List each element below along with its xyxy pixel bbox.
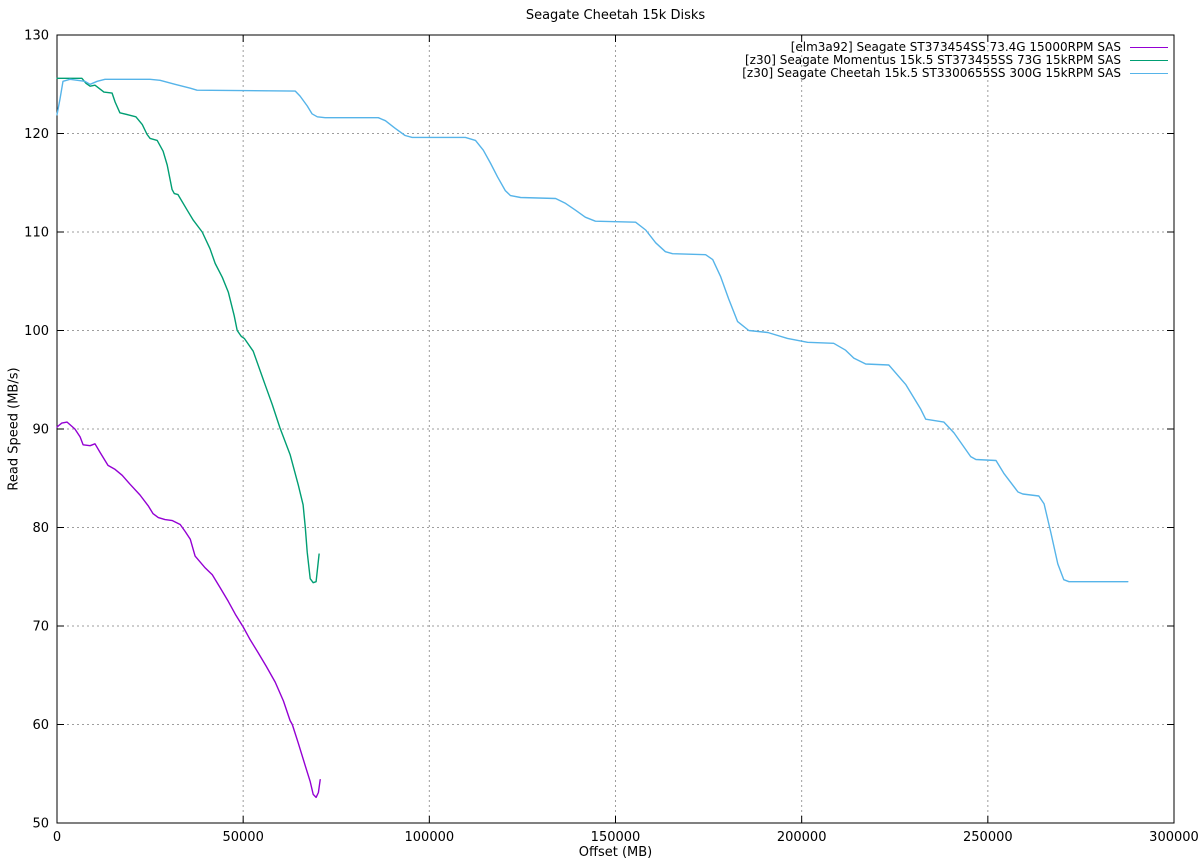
series-line-2 [56,77,320,584]
y-tick-label: 70 [32,620,49,635]
legend-entry-3: [z30] Seagate Cheetah 15k.5 ST3300655SS … [742,67,1168,80]
series-line-1 [56,421,321,799]
y-tick-label: 50 [32,817,49,832]
legend-line-swatch [1130,47,1168,48]
legend-entry-1: [elm3a92] Seagate ST373454SS 73.4G 15000… [742,41,1168,54]
legend-entry-2: [z30] Seagate Momentus 15k.5 ST373455SS … [742,54,1168,67]
y-axis-title: Read Speed (MB/s) [6,367,22,491]
x-tick-label: 200000 [777,830,827,845]
legend: [elm3a92] Seagate ST373454SS 73.4G 15000… [742,41,1168,80]
y-tick-label: 120 [24,127,49,142]
y-tick-label: 90 [32,423,49,438]
legend-line-swatch [1130,60,1168,61]
x-tick-label: 300000 [1149,830,1199,845]
y-tick-label: 100 [24,324,49,339]
y-tick-label: 60 [32,718,49,733]
y-tick-label: 130 [24,29,49,44]
y-tick-label: 80 [32,521,49,536]
legend-label: [z30] Seagate Cheetah 15k.5 ST3300655SS … [742,66,1121,80]
x-tick-label: 100000 [405,830,455,845]
legend-label: [z30] Seagate Momentus 15k.5 ST373455SS … [744,53,1121,67]
x-tick-label: 0 [53,830,61,845]
series-line-3 [56,78,1129,583]
legend-line-swatch [1130,73,1168,74]
x-tick-label: 50000 [222,830,263,845]
legend-label: [elm3a92] Seagate ST373454SS 73.4G 15000… [790,40,1121,54]
x-tick-label: 150000 [591,830,641,845]
y-tick-label: 110 [24,226,49,241]
x-axis-title: Offset (MB) [578,845,653,860]
x-tick-label: 250000 [963,830,1013,845]
plot-border [56,34,1175,824]
chart-title: Seagate Cheetah 15k Disks [525,8,706,23]
